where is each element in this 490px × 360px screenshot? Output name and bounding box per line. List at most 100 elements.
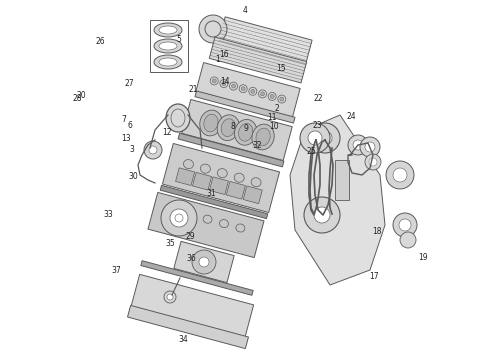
- Text: 36: 36: [186, 253, 196, 263]
- Circle shape: [212, 79, 216, 83]
- Circle shape: [149, 146, 157, 154]
- Text: 37: 37: [111, 266, 121, 275]
- Circle shape: [222, 81, 226, 86]
- Circle shape: [369, 158, 377, 166]
- Circle shape: [192, 250, 216, 274]
- Text: 12: 12: [162, 128, 172, 136]
- Text: 34: 34: [178, 335, 188, 343]
- Text: 2: 2: [274, 104, 279, 112]
- Polygon shape: [290, 115, 385, 285]
- Text: 17: 17: [369, 272, 379, 281]
- Circle shape: [365, 154, 381, 170]
- Polygon shape: [160, 185, 268, 219]
- Ellipse shape: [154, 23, 182, 37]
- Polygon shape: [141, 261, 253, 295]
- Polygon shape: [175, 168, 195, 185]
- Ellipse shape: [252, 124, 274, 150]
- Polygon shape: [148, 192, 264, 258]
- Text: 32: 32: [252, 140, 262, 150]
- Ellipse shape: [218, 168, 227, 178]
- Ellipse shape: [166, 104, 190, 132]
- Ellipse shape: [217, 115, 240, 140]
- Polygon shape: [174, 241, 234, 283]
- Circle shape: [304, 197, 340, 233]
- Circle shape: [170, 209, 188, 227]
- Text: 22: 22: [314, 94, 323, 103]
- Text: 14: 14: [220, 77, 230, 85]
- Text: 3: 3: [130, 145, 135, 154]
- Text: 33: 33: [103, 210, 113, 219]
- Polygon shape: [196, 63, 300, 117]
- Circle shape: [365, 142, 375, 152]
- Text: 7: 7: [121, 115, 126, 124]
- Polygon shape: [130, 274, 254, 339]
- Polygon shape: [209, 177, 228, 194]
- Circle shape: [360, 137, 380, 157]
- Polygon shape: [127, 305, 248, 348]
- Text: 1: 1: [216, 55, 220, 64]
- Circle shape: [261, 92, 265, 96]
- Text: 16: 16: [220, 50, 229, 59]
- Circle shape: [308, 131, 322, 145]
- Ellipse shape: [159, 26, 177, 34]
- Polygon shape: [178, 133, 284, 167]
- Circle shape: [314, 207, 330, 223]
- Polygon shape: [226, 181, 245, 199]
- Circle shape: [386, 161, 414, 189]
- Ellipse shape: [221, 119, 236, 136]
- Text: 23: 23: [312, 121, 322, 130]
- Text: 28: 28: [72, 94, 82, 103]
- Text: 10: 10: [270, 122, 279, 131]
- Polygon shape: [243, 186, 262, 204]
- Ellipse shape: [256, 128, 270, 146]
- Circle shape: [270, 94, 274, 99]
- Ellipse shape: [239, 123, 253, 141]
- Text: 8: 8: [230, 122, 235, 131]
- Ellipse shape: [159, 58, 177, 66]
- Circle shape: [318, 131, 332, 145]
- Polygon shape: [218, 17, 312, 67]
- Circle shape: [199, 257, 209, 267]
- Circle shape: [400, 232, 416, 248]
- Text: 31: 31: [207, 189, 217, 198]
- Circle shape: [167, 294, 173, 300]
- Text: 19: 19: [418, 253, 428, 261]
- Bar: [335, 160, 349, 200]
- Circle shape: [164, 291, 176, 303]
- Ellipse shape: [234, 173, 244, 182]
- Text: 29: 29: [185, 232, 195, 241]
- Ellipse shape: [154, 39, 182, 53]
- Ellipse shape: [159, 42, 177, 50]
- Text: 26: 26: [95, 37, 105, 46]
- Ellipse shape: [204, 114, 218, 132]
- Ellipse shape: [200, 164, 210, 173]
- Circle shape: [348, 135, 368, 155]
- Text: 30: 30: [128, 172, 138, 181]
- Circle shape: [161, 200, 197, 236]
- Circle shape: [310, 123, 340, 153]
- Polygon shape: [182, 99, 292, 161]
- Circle shape: [399, 219, 411, 231]
- Text: 25: 25: [306, 148, 316, 156]
- Polygon shape: [209, 37, 307, 83]
- Ellipse shape: [200, 110, 222, 136]
- Ellipse shape: [184, 159, 194, 168]
- Text: 15: 15: [276, 64, 286, 73]
- Circle shape: [144, 141, 162, 159]
- Circle shape: [199, 15, 227, 43]
- Polygon shape: [195, 91, 295, 123]
- Ellipse shape: [235, 120, 257, 145]
- Circle shape: [353, 140, 363, 150]
- Text: 20: 20: [76, 91, 86, 100]
- Circle shape: [241, 87, 245, 91]
- Text: 11: 11: [267, 113, 277, 122]
- Polygon shape: [163, 144, 280, 212]
- Text: 9: 9: [244, 124, 248, 133]
- Circle shape: [393, 168, 407, 182]
- Text: 6: 6: [127, 122, 132, 130]
- Text: 13: 13: [121, 134, 131, 143]
- Text: 35: 35: [166, 238, 175, 248]
- Circle shape: [251, 89, 255, 93]
- Text: 27: 27: [124, 79, 134, 88]
- Text: 18: 18: [372, 227, 382, 236]
